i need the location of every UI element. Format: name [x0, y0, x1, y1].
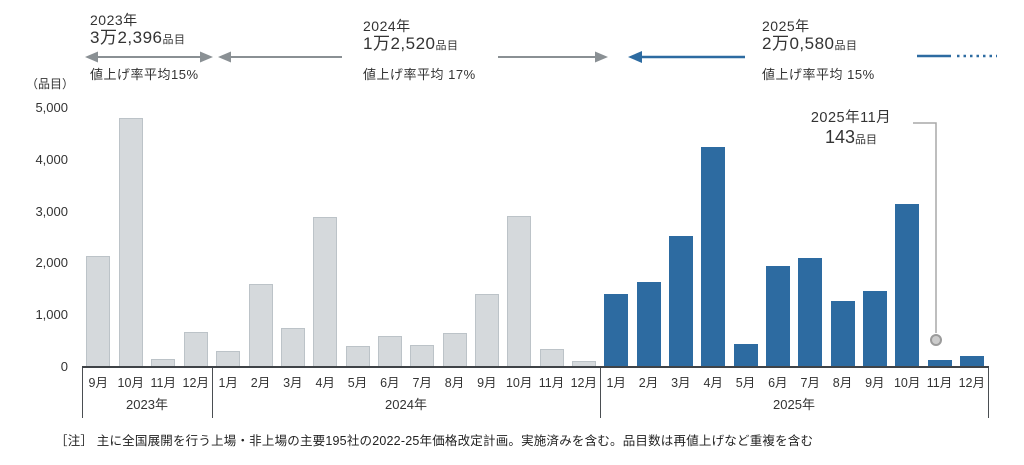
year-separator — [600, 367, 601, 418]
annotation-2023-year: 2023年 — [90, 12, 138, 28]
callout-date: 2025年11月 — [810, 110, 892, 126]
bar-2024年-9月 — [474, 294, 499, 367]
x-axis-month-label: 8月 — [832, 376, 853, 390]
x-axis-month-label: 9月 — [865, 376, 885, 390]
bar-2024年-5月 — [345, 346, 370, 367]
bar-2024年-8月 — [442, 333, 467, 367]
x-axis-month-label: 11月 — [538, 376, 565, 390]
bar-2024年-12月 — [571, 361, 596, 367]
footnote: ［注］ 主に全国展開を行う上場・非上場の主要195社の2022-25年価格改定計… — [55, 434, 814, 448]
annotation-2024-rate: 値上げ率平均 17% — [363, 66, 476, 82]
annotation-2023-count: 3万2,396品目 — [90, 28, 186, 48]
callout-value: 143品目 — [824, 127, 878, 148]
x-axis-month-label: 2月 — [638, 376, 659, 390]
annotation-2025-year: 2025年 — [762, 18, 810, 34]
bar-2025年-6月 — [765, 266, 790, 367]
x-axis-month-label: 7月 — [412, 376, 432, 390]
y-axis-unit-label: （品目） — [26, 77, 75, 91]
bar-2025年-10月 — [895, 204, 920, 367]
x-axis-month-label: 5月 — [735, 376, 756, 390]
bar-2023年-10月 — [118, 118, 143, 367]
x-axis-month-label: 10月 — [893, 376, 921, 390]
x-axis-month-label: 10月 — [117, 376, 144, 390]
bar-2025年-1月 — [604, 294, 629, 367]
x-axis-month-label: 7月 — [800, 376, 820, 390]
bar-2025年-2月 — [636, 282, 661, 367]
x-axis-year-label: 2024年 — [385, 397, 427, 412]
annotation-2024: 2024年 1万2,520品目 値上げ率平均 17% — [363, 18, 476, 83]
x-axis-month-label: 12月 — [958, 376, 986, 390]
bar-2025年-12月 — [959, 356, 984, 367]
bar-2024年-4月 — [313, 217, 338, 367]
x-axis-month-label: 4月 — [315, 376, 335, 390]
bar-2024年-6月 — [377, 336, 402, 367]
annotation-2025-count: 2万0,580品目 — [762, 34, 858, 54]
x-axis-month-label: 3月 — [283, 376, 303, 390]
x-axis-month-label: 1月 — [218, 376, 238, 390]
year-separator — [82, 367, 83, 418]
bar-2023年-9月 — [86, 256, 111, 367]
x-axis-year-label: 2023年 — [126, 397, 168, 412]
bar-2024年-11月 — [539, 349, 564, 367]
bar-2024年-3月 — [280, 328, 305, 367]
x-axis-month-label: 4月 — [703, 376, 723, 390]
y-axis-tick-label: 5,000 — [35, 100, 68, 115]
x-axis-month-label: 8月 — [444, 376, 465, 390]
y-axis-tick-label: 3,000 — [35, 203, 68, 219]
y-axis-tick-label: 1,000 — [35, 307, 68, 323]
x-axis-year-label: 2025年 — [773, 397, 815, 412]
bar-2023年-12月 — [183, 332, 208, 367]
x-axis-month-label: 2月 — [250, 376, 271, 390]
bar-2025年-3月 — [668, 236, 693, 367]
annotation-2025: 2025年 2万0,580品目 値上げ率平均 15% — [762, 18, 875, 83]
annotation-2024-count: 1万2,520品目 — [363, 34, 459, 54]
annotation-2025-rate: 値上げ率平均 15% — [762, 66, 875, 82]
bar-2025年-11月 — [927, 360, 952, 367]
year-separator — [212, 367, 213, 418]
x-axis-month-label: 11月 — [150, 376, 176, 390]
bar-2024年-1月 — [216, 351, 241, 367]
x-axis-month-label: 9月 — [88, 376, 108, 390]
bar-2024年-2月 — [248, 284, 273, 367]
x-axis-month-label: 12月 — [570, 376, 598, 390]
x-axis-month-label: 9月 — [477, 376, 497, 390]
bar-2025年-5月 — [733, 344, 758, 367]
year-separator — [988, 367, 989, 418]
bar-2025年-7月 — [798, 258, 823, 367]
annotation-2023-rate: 値上げ率平均15% — [90, 66, 199, 82]
x-axis-month-label: 11月 — [926, 376, 953, 390]
bar-2025年-8月 — [830, 301, 855, 367]
bar-2025年-9月 — [862, 291, 887, 367]
x-axis-month-label: 5月 — [347, 376, 368, 390]
callout-2025-11: 2025年11月 143品目 — [790, 110, 912, 149]
x-axis-month-label: 6月 — [380, 376, 400, 390]
bar-2023年-11月 — [151, 359, 176, 367]
y-axis-tick-label: 0 — [60, 359, 68, 374]
x-axis-month-label: 3月 — [671, 376, 691, 390]
x-axis-month-label: 12月 — [182, 376, 209, 390]
x-axis-month-label: 6月 — [768, 376, 788, 390]
bar-2024年-10月 — [507, 216, 532, 367]
x-axis-month-label: 1月 — [606, 376, 626, 390]
x-axis-line — [82, 366, 989, 368]
y-axis-tick-label: 2,000 — [35, 255, 68, 271]
bar-2024年-7月 — [410, 345, 435, 367]
x-axis-month-label: 10月 — [505, 376, 533, 390]
annotation-2023: 2023年 3万2,396品目 値上げ率平均15% — [90, 12, 199, 83]
bar-2025年-4月 — [701, 147, 726, 367]
y-axis-tick-label: 4,000 — [35, 151, 68, 167]
annotation-2024-year: 2024年 — [363, 18, 411, 34]
